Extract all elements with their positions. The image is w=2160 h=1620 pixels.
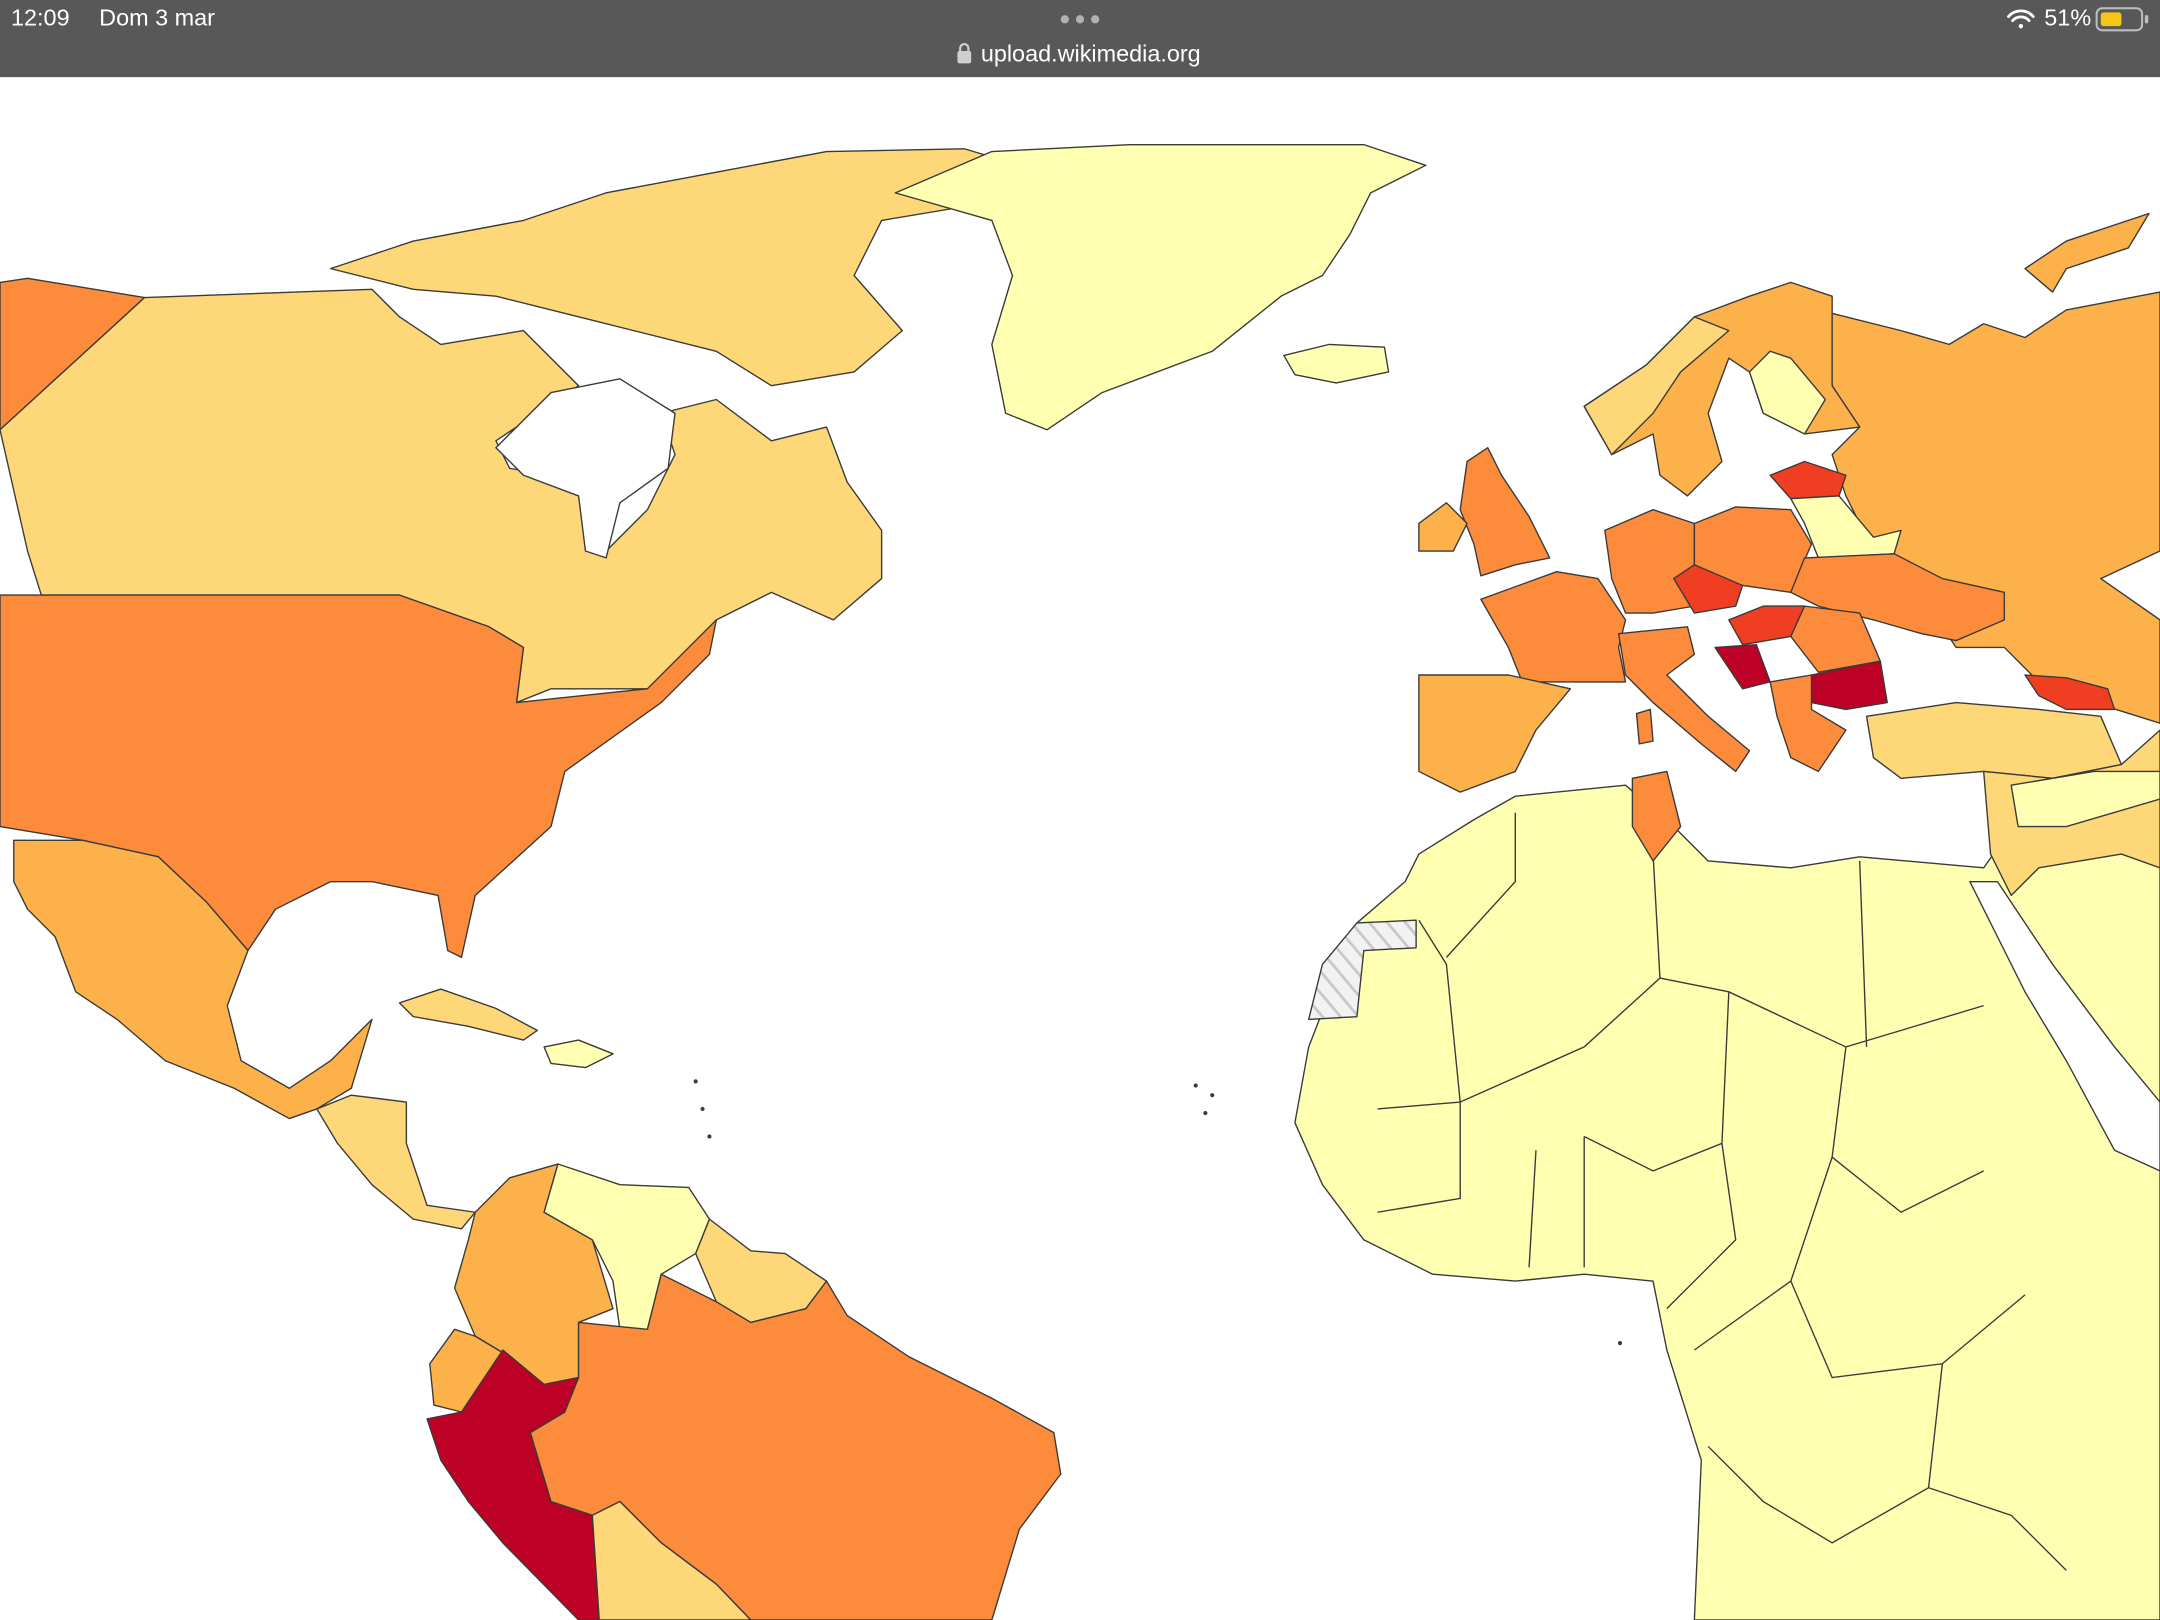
- battery-percent: 51%: [2044, 4, 2091, 30]
- borders: [1377, 919, 1461, 1110]
- greenland: [894, 143, 1427, 431]
- romania: [1790, 605, 1882, 673]
- url[interactable]: upload.wikimedia.org: [981, 40, 1201, 66]
- small-islands: [693, 1079, 1623, 1346]
- turkey: [1865, 701, 2123, 780]
- ukraine: [1790, 553, 2006, 642]
- uk: [1459, 447, 1551, 577]
- status-bar: [0, 0, 2160, 78]
- mexico: [13, 839, 373, 1120]
- finland-light: [1748, 350, 1826, 435]
- central-america: [316, 1094, 476, 1230]
- czechia: [1673, 564, 1744, 614]
- iberia: [1418, 674, 1572, 793]
- time: 12:09: [11, 4, 70, 30]
- bolivia: [591, 1500, 752, 1620]
- africa-borders: [1377, 812, 2067, 1571]
- hudson-bay: [495, 378, 676, 559]
- norway-light: [1583, 316, 1730, 456]
- georgia: [2024, 674, 2116, 711]
- africa: [1294, 784, 2160, 1620]
- venezuela: [543, 1163, 711, 1331]
- latvia: [1769, 460, 1847, 500]
- belarus: [1790, 495, 1902, 559]
- balkans: [1769, 674, 1847, 773]
- lock-icon: [957, 43, 972, 64]
- germany: [1604, 509, 1696, 614]
- italy: [1617, 626, 1751, 773]
- france: [1480, 570, 1627, 683]
- sardinia: [1635, 708, 1654, 745]
- iceland: [1283, 343, 1390, 384]
- red-sea: [1969, 880, 2160, 1172]
- wifi-icon: [2007, 9, 2035, 29]
- map: [0, 143, 2160, 1620]
- brazil: [529, 1273, 1062, 1620]
- tab-dots[interactable]: [1060, 15, 1100, 24]
- ireland: [1418, 502, 1468, 552]
- russia-east: [2024, 212, 2150, 293]
- syria-iraq: [2010, 770, 2160, 828]
- hispaniola: [543, 1039, 614, 1069]
- arctic-islands: [329, 148, 1021, 387]
- bosnia: [1714, 644, 1771, 690]
- western-sahara: [1307, 919, 1417, 1021]
- date: Dom 3 mar: [99, 4, 215, 30]
- tunisia: [1631, 770, 1682, 862]
- cuba: [398, 988, 538, 1041]
- battery-icon: [2095, 7, 2149, 32]
